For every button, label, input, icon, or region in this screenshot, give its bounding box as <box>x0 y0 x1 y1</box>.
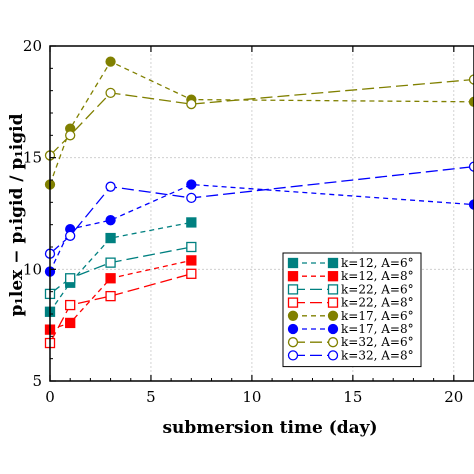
series-line <box>49 246 192 295</box>
data-point <box>186 217 197 228</box>
legend-item: k=12, A=6° <box>287 256 414 270</box>
legend-marker <box>287 350 299 361</box>
series-1 <box>44 255 197 335</box>
y-tick-label: 20 <box>23 37 42 55</box>
legend-box <box>282 252 422 368</box>
data-point <box>65 299 76 311</box>
series-line <box>49 60 474 185</box>
data-point <box>105 273 116 284</box>
legend-marker <box>327 310 339 321</box>
legend-marker <box>327 323 339 335</box>
series-6 <box>44 74 474 161</box>
legend-label: k=17, A=6° <box>341 309 414 323</box>
legend-item: k=32, A=8° <box>287 348 414 362</box>
x-tick-label: 20 <box>444 388 463 406</box>
legend-marker <box>287 310 299 321</box>
y-tick-label: 5 <box>32 372 42 390</box>
x-axis-label: submersion time (day) <box>162 418 377 438</box>
legend-marker <box>327 284 339 295</box>
legend-marker <box>287 337 299 348</box>
legend-item: k=22, A=6° <box>287 282 414 296</box>
series-2 <box>44 241 197 300</box>
legend-marker <box>327 271 339 282</box>
legend-item: k=32, A=6° <box>287 335 414 349</box>
series-line <box>49 221 192 313</box>
data-point <box>186 255 197 266</box>
series-line <box>49 259 192 331</box>
data-point <box>468 199 474 210</box>
legend-label: k=12, A=6° <box>341 256 414 270</box>
data-point <box>65 130 76 141</box>
data-point <box>105 290 116 302</box>
legend-marker <box>287 297 299 308</box>
legend-label: k=22, A=6° <box>341 282 414 296</box>
data-point <box>65 273 76 284</box>
y-tick-label: 15 <box>23 149 42 167</box>
x-tick-label: 15 <box>343 388 362 406</box>
data-point <box>186 192 197 204</box>
data-point <box>105 257 116 268</box>
legend-item: k=22, A=8° <box>287 296 414 310</box>
data-point <box>186 179 197 190</box>
data-point <box>105 56 116 67</box>
data-point <box>468 161 474 172</box>
plot-frame <box>49 45 474 382</box>
legend-marker <box>287 257 299 269</box>
series-line <box>49 183 474 272</box>
data-point <box>105 87 116 99</box>
legend-label: k=17, A=8° <box>341 322 414 336</box>
legend-label: k=32, A=6° <box>341 335 414 349</box>
legend-marker <box>327 297 339 308</box>
legend-marker <box>327 337 339 348</box>
data-point <box>468 96 474 107</box>
legend-item: k=17, A=8° <box>287 322 414 336</box>
data-point <box>186 241 197 253</box>
data-point <box>186 98 197 110</box>
legend-item: k=12, A=8° <box>287 269 414 283</box>
x-tick-label: 10 <box>242 388 261 406</box>
legend-item: k=17, A=6° <box>287 309 414 323</box>
x-tick-label: 5 <box>146 388 156 406</box>
legend-label: k=12, A=8° <box>341 269 414 283</box>
series-line <box>49 273 192 344</box>
y-axis-label: p₁lex − p₁igid / p₁igid <box>7 113 27 316</box>
legend-marker <box>327 350 339 361</box>
legend-marker <box>327 257 339 269</box>
data-point <box>65 230 76 241</box>
series-4 <box>44 56 474 190</box>
legend-marker <box>287 271 299 282</box>
legend-marker <box>287 284 299 295</box>
data-point <box>105 181 116 192</box>
legend: k=12, A=6°k=12, A=8°k=22, A=6°k=22, A=8°… <box>282 252 422 368</box>
data-point <box>65 317 76 329</box>
x-tick-label: 0 <box>45 388 55 406</box>
legend-label: k=32, A=8° <box>341 348 414 362</box>
data-point <box>105 232 116 244</box>
data-point <box>105 215 116 226</box>
data-point <box>186 268 197 279</box>
legend-label: k=22, A=8° <box>341 296 414 310</box>
y-tick-label: 10 <box>23 260 42 278</box>
legend-marker <box>287 323 299 335</box>
data-point <box>468 74 474 85</box>
series-7 <box>44 161 474 259</box>
